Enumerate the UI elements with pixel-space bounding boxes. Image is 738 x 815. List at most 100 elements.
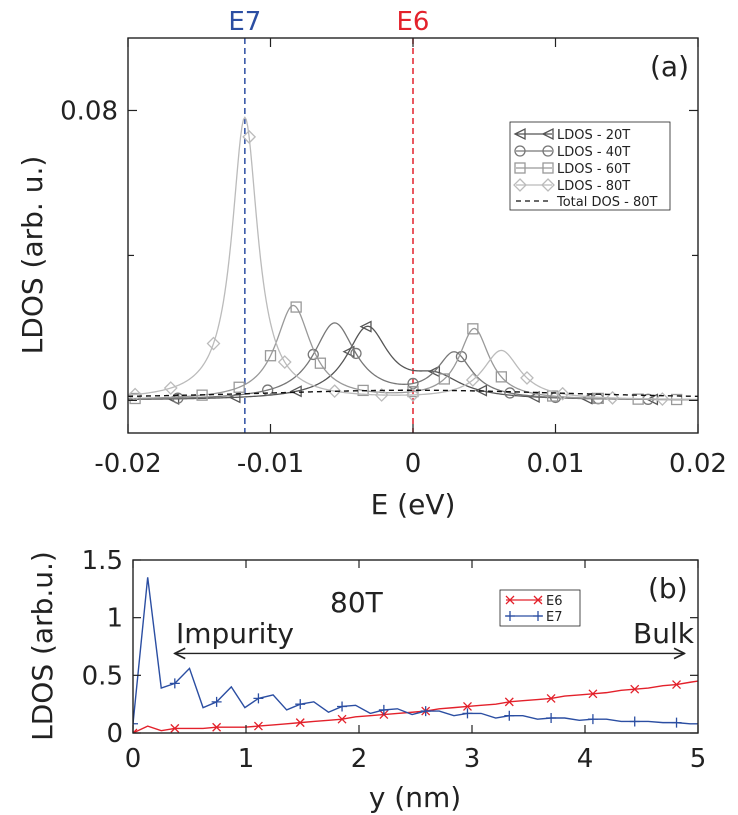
series-2-marker-7 <box>407 385 419 398</box>
series-b-0-marker-3 <box>253 721 263 731</box>
series-1-marker-6 <box>504 387 516 399</box>
x-tick-label-b-4: 4 <box>577 744 594 774</box>
legend-a-marker-1-r <box>542 145 554 157</box>
x-tick-label-a-2: 0 <box>405 449 422 479</box>
series-b-1-marker-12 <box>629 716 640 727</box>
legend-a-marker-2-r <box>542 162 554 174</box>
annotation-impurity: Impurity <box>176 617 294 650</box>
series-b-1-marker-9 <box>504 710 515 721</box>
panel-b-ticks: 0 1 2 3 4 5 0 0.5 1 1.5 <box>82 546 707 774</box>
series-b-1-marker-2 <box>211 696 222 707</box>
series-2-marker-10 <box>495 371 508 383</box>
y-tick-label-a-1: 0.08 <box>60 96 118 126</box>
series-b-0-marker-8 <box>463 702 472 711</box>
annotation-bulk: Bulk <box>633 617 695 650</box>
panel-a-ylabel: LDOS (arb. u.) <box>16 156 49 355</box>
legend-a-marker-3-l <box>513 178 527 192</box>
series-3-marker-9 <box>520 371 534 385</box>
series-1-marker-0 <box>172 392 184 404</box>
series-3-marker-10 <box>555 386 570 401</box>
series-b-1-marker-8 <box>462 708 473 719</box>
series-3-marker-8 <box>465 373 480 387</box>
series-2-marker-4 <box>290 301 302 313</box>
series-2-marker-8 <box>438 373 451 385</box>
legend-a-marker-3-r <box>541 178 555 192</box>
series-2-marker-9 <box>467 323 479 335</box>
x-tick-label-b-3: 3 <box>464 744 481 774</box>
series-3-marker-1 <box>163 381 178 395</box>
series-b-0-marker-9 <box>504 697 514 707</box>
series-b-1-marker-7 <box>420 706 431 717</box>
series-b-1-marker-5 <box>337 701 348 712</box>
series-b-1-marker-6 <box>378 704 389 715</box>
series-2-marker-12 <box>592 392 604 405</box>
series-3-marker-5 <box>327 384 342 399</box>
series-b-0-marker-11 <box>588 689 598 699</box>
series-2-marker-6 <box>357 384 369 397</box>
panel-a-tag: (a) <box>650 50 689 83</box>
x-tick-label-a-1: -0.01 <box>237 449 304 479</box>
y-tick-label-b-0: 0 <box>106 719 123 749</box>
series-3-marker-2 <box>206 336 221 351</box>
y-tick-label-a-0: 0 <box>101 386 118 416</box>
series-3-marker-3 <box>242 129 257 144</box>
series-0-marker-6 <box>474 384 488 397</box>
legend-b-box <box>499 589 581 627</box>
x-tick-label-a-0: -0.02 <box>94 449 161 479</box>
series-0-marker-4 <box>359 320 372 333</box>
series-3-marker-6 <box>374 388 389 402</box>
panel-b-legend: E6 E7 <box>499 589 581 627</box>
legend-entry-e7: E7 <box>546 610 563 625</box>
series-b-0-marker-2 <box>212 722 222 732</box>
series-b-line-0 <box>133 680 698 733</box>
series-b-1-marker-13 <box>671 717 682 728</box>
series-0-marker-3 <box>342 345 355 358</box>
series-0-marker-2 <box>289 385 302 398</box>
energy-marker-e7-label: E7 <box>228 7 261 37</box>
energy-marker-e6-label: E6 <box>397 7 430 37</box>
legend-entry-ldos60: LDOS - 60T <box>557 162 630 177</box>
series-2-marker-3 <box>264 350 277 362</box>
panel-b-xlabel: y (nm) <box>369 781 461 814</box>
series-line-3 <box>128 116 698 401</box>
legend-entry-e6: E6 <box>546 594 563 609</box>
x-tick-label-b-2: 2 <box>351 744 368 774</box>
series-b-1-marker-1 <box>169 678 180 689</box>
series-b-0-marker-12 <box>630 684 640 694</box>
series-0-marker-5 <box>427 365 441 378</box>
x-tick-label-a-4: 0.02 <box>669 449 727 479</box>
legend-a-marker-0-l <box>513 127 526 141</box>
panel-a-xlabel: E (eV) <box>371 488 456 521</box>
series-b-0-marker-4 <box>295 718 305 728</box>
series-1-marker-3 <box>350 347 362 360</box>
legend-b-marker-1-r <box>533 611 543 621</box>
series-2-marker-1 <box>196 389 208 401</box>
y-tick-label-b-3: 1.5 <box>82 546 123 576</box>
ldos-series <box>128 116 698 406</box>
panel-b: 0 1 2 3 4 5 0 0.5 1 1.5 (b) 80T Impurity Bulk y (… <box>26 546 706 814</box>
y-tick-label-b-2: 1 <box>106 604 123 634</box>
legend-entry-total: Total DOS - 80T <box>556 195 657 210</box>
series-b-0-marker-10 <box>546 693 556 703</box>
legend-entry-ldos80: LDOS - 80T <box>557 179 630 194</box>
legend-entry-ldos20: LDOS - 20T <box>557 128 630 143</box>
x-tick-label-b-5: 5 <box>690 744 707 774</box>
series-b-1-marker-3 <box>253 693 264 704</box>
legend-a-box <box>509 121 671 211</box>
panel-a-legend: LDOS - 20T LDOS - 40T LDOS - 60T LDOS - … <box>509 121 671 211</box>
legend-b-marker-0-l <box>505 595 515 605</box>
series-b-0-marker-0 <box>133 728 138 733</box>
annotation-field: 80T <box>330 586 384 619</box>
panel-a-ticks: -0.02 -0.01 0 0.01 0.02 0 0.08 <box>60 38 727 479</box>
legend-a-marker-2-l <box>514 162 526 174</box>
x-tick-label-a-3: 0.01 <box>527 449 585 479</box>
series-b-line-1 <box>133 577 698 725</box>
panel-b-ylabel: LDOS (arb.u.) <box>26 551 59 741</box>
legend-a-marker-0-r <box>541 127 554 141</box>
series-2-marker-0 <box>129 392 141 405</box>
panel-a: -0.02 -0.01 0 0.01 0.02 0 0.08 (a) E7 E6 E (eV… <box>16 7 727 521</box>
series-b-0-marker-13 <box>672 680 681 690</box>
series-2-marker-5 <box>314 357 327 369</box>
x-tick-label-b-0: 0 <box>125 744 142 774</box>
